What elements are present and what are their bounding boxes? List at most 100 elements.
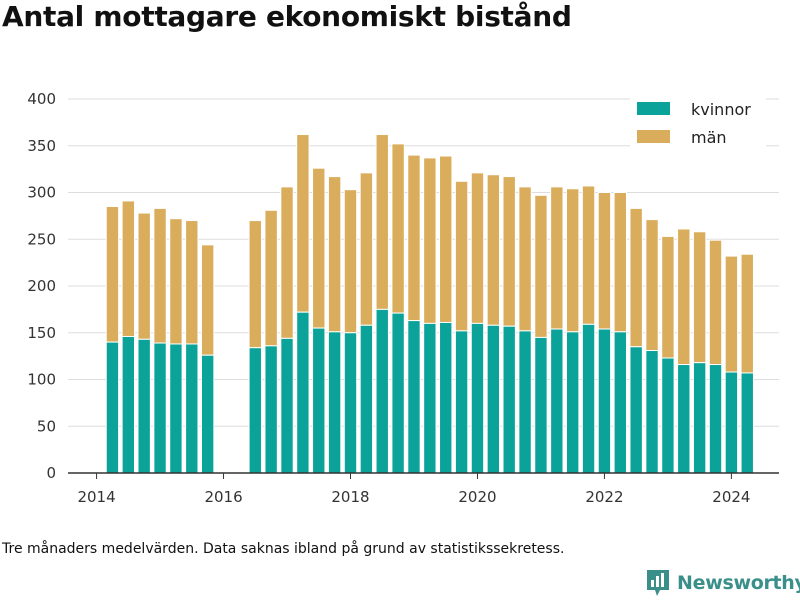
- bar-man: [248, 220, 262, 349]
- bar-kvinnor: [661, 357, 675, 474]
- newsworthy-logo-icon: [647, 570, 669, 596]
- bar-man: [280, 186, 294, 339]
- bar-man: [137, 212, 151, 340]
- brand-logo: Newsworthy: [645, 568, 800, 598]
- y-tick-label: 200: [27, 277, 56, 295]
- bar-man: [708, 239, 723, 366]
- bar-man: [200, 244, 215, 356]
- bar-kvinnor: [724, 371, 739, 474]
- bar-kvinnor: [359, 324, 374, 474]
- y-tick-label: 400: [27, 90, 56, 108]
- bar-kvinnor: [439, 321, 453, 474]
- bar-man: [470, 172, 485, 324]
- y-tick-label: 150: [27, 324, 56, 342]
- bar-kvinnor: [121, 335, 135, 474]
- bar-kvinnor: [200, 354, 215, 474]
- bar-kvinnor: [391, 312, 405, 474]
- bar-kvinnor: [248, 347, 262, 474]
- bar-man: [677, 228, 691, 366]
- bar-man: [518, 186, 532, 332]
- bar-man: [391, 143, 405, 314]
- bar-kvinnor: [169, 343, 183, 474]
- bar-kvinnor: [454, 330, 469, 474]
- bar-man: [312, 167, 326, 329]
- bar-kvinnor: [677, 364, 691, 474]
- bar-man: [565, 188, 580, 333]
- bar-kvinnor: [185, 343, 199, 474]
- bar-man: [343, 189, 358, 334]
- bar-kvinnor: [565, 331, 580, 474]
- x-tick-label: 2020: [458, 488, 496, 506]
- y-tick-label: 0: [46, 464, 56, 482]
- bar-kvinnor: [105, 341, 120, 474]
- bar-man: [296, 134, 310, 313]
- bar-man: [724, 255, 739, 373]
- bar-man: [439, 155, 453, 323]
- bar-man: [581, 185, 596, 325]
- bar-kvinnor: [708, 364, 723, 474]
- bar-kvinnor: [613, 331, 627, 474]
- chart-title: Antal mottagare ekonomiskt bistånd: [2, 0, 572, 33]
- x-tick-label: 2022: [585, 488, 623, 506]
- bar-man: [502, 176, 516, 327]
- bars: [105, 134, 754, 474]
- bar-man: [613, 192, 627, 333]
- legend-swatch-man: [637, 130, 670, 143]
- bar-man: [486, 174, 501, 326]
- bar-man: [153, 207, 167, 344]
- bar-kvinnor: [153, 342, 167, 474]
- bar-man: [661, 235, 675, 359]
- x-tick-label: 2018: [331, 488, 369, 506]
- legend: kvinnor män: [630, 95, 766, 155]
- bar-kvinnor: [343, 332, 358, 474]
- legend-swatch-kvinnor: [637, 102, 670, 115]
- bar-man: [423, 157, 437, 324]
- bar-kvinnor: [280, 337, 294, 474]
- bar-kvinnor: [327, 331, 342, 474]
- y-tick-label: 50: [37, 417, 56, 435]
- bar-kvinnor: [518, 330, 532, 474]
- bar-kvinnor: [645, 350, 659, 474]
- bar-man: [597, 192, 612, 330]
- bar-man: [454, 180, 469, 332]
- bar-man: [375, 134, 389, 310]
- bar-kvinnor: [740, 372, 754, 474]
- bar-kvinnor: [137, 338, 151, 474]
- legend-label-man: män: [691, 128, 727, 147]
- bar-man: [692, 231, 707, 364]
- bar-kvinnor: [375, 308, 389, 474]
- bar-kvinnor: [550, 328, 564, 474]
- x-tick-label: 2024: [712, 488, 750, 506]
- bar-kvinnor: [502, 325, 516, 474]
- bar-kvinnor: [534, 336, 548, 474]
- y-tick-label: 300: [27, 184, 56, 202]
- bar-kvinnor: [597, 328, 612, 474]
- bar-kvinnor: [264, 345, 278, 474]
- legend-label-kvinnor: kvinnor: [691, 100, 751, 119]
- bar-man: [645, 219, 659, 352]
- bar-man: [740, 253, 754, 374]
- axes: 0 50 100 150 200 250 300 350 400 2014 2016 2018 2020…: [27, 90, 779, 506]
- bar-kvinnor: [312, 327, 326, 474]
- bar-man: [407, 154, 421, 322]
- bar-man: [550, 186, 564, 330]
- brand-name: Newsworthy: [677, 572, 800, 594]
- bar-kvinnor: [629, 346, 643, 474]
- y-tick-label: 250: [27, 230, 56, 248]
- bar-man: [264, 209, 278, 347]
- x-tick-label: 2014: [77, 488, 115, 506]
- bar-man: [629, 207, 643, 348]
- bar-kvinnor: [470, 322, 485, 474]
- bar-man: [121, 200, 135, 337]
- bar-man: [534, 194, 548, 338]
- bar-man: [185, 220, 199, 345]
- bar-kvinnor: [296, 311, 310, 474]
- bar-man: [327, 176, 342, 333]
- bar-man: [105, 206, 120, 343]
- bar-kvinnor: [581, 323, 596, 474]
- bar-kvinnor: [692, 362, 707, 474]
- x-tick-label: 2016: [204, 488, 242, 506]
- bar-kvinnor: [423, 322, 437, 474]
- y-tick-label: 350: [27, 137, 56, 155]
- bar-man: [359, 172, 374, 326]
